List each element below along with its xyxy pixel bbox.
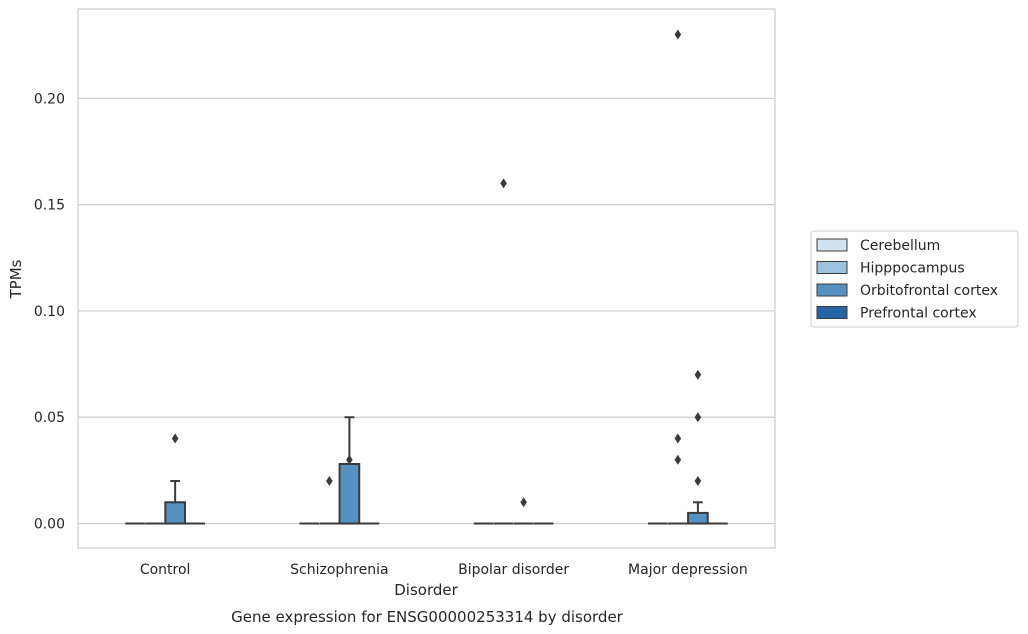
- box-group: [668, 29, 688, 525]
- y-axis-label: TPMs: [7, 259, 25, 299]
- y-tick-labels: 0.00 0.05 0.10 0.15 0.20: [34, 91, 65, 532]
- x-tick-label: Schizophrenia: [290, 562, 388, 578]
- outlier-point: [500, 178, 507, 189]
- plot-frame: [77, 8, 776, 549]
- boxes: [125, 29, 728, 525]
- legend-swatch: [816, 261, 848, 274]
- box-group: [319, 476, 340, 525]
- legend-label: Prefrontal cortex: [860, 306, 977, 322]
- outlier-point: [694, 476, 702, 487]
- x-axis-label: Disorder: [394, 581, 458, 599]
- outlier-point: [674, 29, 682, 40]
- x-tick-label: Control: [140, 562, 191, 578]
- y-tick-label: 0.10: [34, 304, 65, 320]
- y-tick-label: 0.20: [34, 91, 65, 107]
- legend-swatch: [816, 238, 848, 252]
- legend-frame: [810, 230, 1019, 328]
- legend-swatch: [816, 283, 848, 297]
- legend-swatch: [816, 306, 848, 319]
- legend-label: Orbitofrontal cortex: [860, 283, 998, 299]
- plot-background: [78, 9, 775, 548]
- legend-label: Cerebellum: [860, 238, 940, 254]
- box-group: [164, 433, 186, 525]
- outlier-point: [694, 412, 702, 423]
- chart-caption: Gene expression for ENSG00000253314 by d…: [231, 608, 624, 626]
- outlier-point: [171, 433, 179, 444]
- x-tick-label: Bipolar disorder: [458, 562, 569, 578]
- y-tick-label: 0.15: [34, 198, 65, 214]
- x-tick-label: Major depression: [628, 562, 748, 578]
- box-group: [513, 497, 534, 525]
- box-group: [687, 369, 709, 525]
- box-iqr: [164, 501, 186, 525]
- box-group: [338, 416, 361, 525]
- x-tick-labels: Control Schizophrenia Bipolar disorder Majo…: [140, 562, 748, 578]
- outlier-point: [346, 454, 353, 465]
- box-iqr: [687, 511, 709, 525]
- outlier-point: [520, 497, 527, 508]
- y-tick-label: 0.00: [34, 517, 65, 533]
- box-iqr: [338, 463, 361, 525]
- legend-label: Hipppocampus: [860, 261, 965, 277]
- legend: Cerebellum Hipppocampus Orbitofrontal cort…: [810, 230, 1019, 328]
- outlier-point: [674, 433, 682, 444]
- box-group: [493, 178, 514, 525]
- outlier-point: [694, 369, 702, 380]
- outlier-point: [326, 476, 333, 487]
- y-tick-label: 0.05: [34, 410, 65, 426]
- outlier-point: [674, 454, 682, 465]
